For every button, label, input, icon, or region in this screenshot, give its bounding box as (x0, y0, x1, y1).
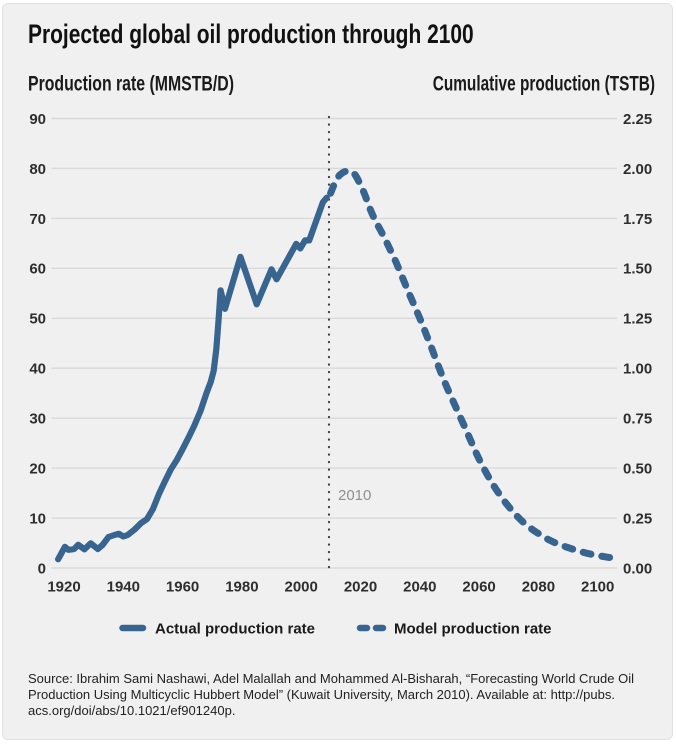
svg-text:0.00: 0.00 (623, 560, 652, 577)
svg-text:0: 0 (38, 560, 46, 577)
svg-text:50: 50 (29, 311, 46, 328)
svg-text:1.75: 1.75 (623, 211, 652, 228)
svg-text:Production rate (MMSTB/D): Production rate (MMSTB/D) (28, 71, 234, 95)
svg-text:70: 70 (29, 211, 46, 228)
svg-text:40: 40 (29, 361, 46, 378)
svg-text:2040: 2040 (403, 579, 436, 596)
svg-text:60: 60 (29, 261, 46, 278)
svg-text:1.00: 1.00 (623, 361, 652, 378)
svg-text:2080: 2080 (522, 579, 555, 596)
svg-text:80: 80 (29, 161, 46, 178)
svg-text:20: 20 (29, 461, 46, 478)
svg-text:2060: 2060 (462, 579, 495, 596)
svg-text:0.50: 0.50 (623, 461, 652, 478)
svg-text:1960: 1960 (166, 579, 199, 596)
svg-text:1.50: 1.50 (623, 261, 652, 278)
svg-text:2100: 2100 (581, 579, 614, 596)
svg-text:Projected global oil productio: Projected global oil production through … (28, 20, 474, 50)
svg-text:0.75: 0.75 (623, 411, 652, 428)
svg-text:Actual production rate: Actual production rate (155, 620, 315, 637)
svg-text:2000: 2000 (285, 579, 318, 596)
svg-text:1920: 1920 (47, 579, 80, 596)
svg-text:2020: 2020 (344, 579, 377, 596)
svg-text:2010: 2010 (338, 487, 371, 504)
svg-text:Model production rate: Model production rate (394, 620, 552, 637)
svg-text:2.00: 2.00 (623, 161, 652, 178)
svg-text:1980: 1980 (225, 579, 258, 596)
svg-text:30: 30 (29, 411, 46, 428)
svg-text:0.25: 0.25 (623, 511, 652, 528)
svg-text:1940: 1940 (107, 579, 140, 596)
svg-text:90: 90 (29, 111, 46, 128)
svg-text:1.25: 1.25 (623, 311, 652, 328)
svg-text:2.25: 2.25 (623, 111, 652, 128)
svg-text:10: 10 (29, 511, 46, 528)
svg-text:Cumulative production (TSTB): Cumulative production (TSTB) (433, 71, 655, 95)
